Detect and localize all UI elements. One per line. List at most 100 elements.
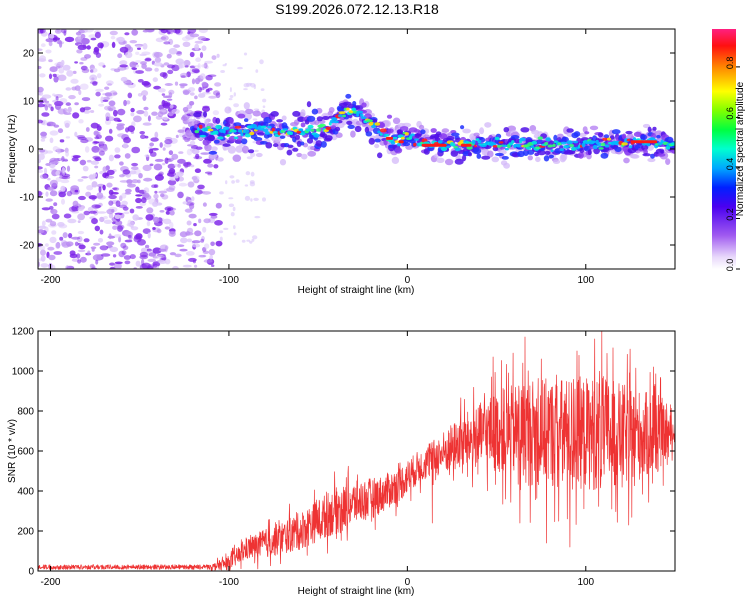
- noise-blob: [108, 154, 114, 162]
- noise-blob: [91, 218, 98, 225]
- band-peak: [519, 137, 526, 142]
- noise-blob: [241, 239, 246, 243]
- band-core: [383, 139, 388, 146]
- band-core: [657, 153, 666, 157]
- noise-blob: [119, 60, 128, 66]
- noise-blob: [86, 159, 92, 163]
- band-halo: [582, 126, 588, 133]
- band-peak: [215, 124, 222, 129]
- band-peak: [374, 122, 381, 126]
- noise-blob: [40, 131, 47, 137]
- noise-blob: [49, 221, 57, 227]
- band-halo: [184, 137, 190, 143]
- noise-blob: [175, 58, 184, 65]
- noise-blob: [77, 220, 81, 224]
- noise-blob: [153, 51, 163, 58]
- noise-blob: [197, 63, 201, 70]
- x-tick-label: 100: [577, 275, 594, 286]
- noise-blob: [90, 69, 94, 73]
- noise-blob: [122, 169, 131, 175]
- noise-blob: [162, 95, 171, 99]
- band-peak: [525, 146, 532, 150]
- band-halo: [527, 155, 533, 161]
- band-core: [454, 158, 464, 165]
- noise-blob: [153, 216, 160, 223]
- y-tick-label: 10: [23, 97, 35, 108]
- band-core: [213, 139, 220, 144]
- noise-blob: [137, 79, 144, 83]
- noise-blob: [70, 78, 79, 84]
- noise-blob: [71, 157, 79, 162]
- noise-blob: [235, 179, 240, 183]
- noise-blob: [116, 124, 125, 131]
- noise-blob: [121, 192, 127, 199]
- noise-blob: [66, 165, 71, 172]
- noise-blob: [179, 248, 188, 252]
- band-peak: [267, 125, 272, 129]
- noise-blob: [146, 207, 154, 214]
- noise-blob: [57, 108, 66, 115]
- noise-blob: [55, 170, 60, 176]
- band-halo: [314, 119, 320, 126]
- band-peak: [598, 147, 604, 150]
- band-peak: [269, 130, 274, 134]
- noise-blob: [127, 183, 136, 188]
- noise-blob: [252, 235, 258, 240]
- noise-blob: [89, 173, 93, 181]
- noise-blob: [194, 43, 200, 51]
- noise-blob: [106, 208, 114, 215]
- x-tick-label: -200: [40, 275, 60, 286]
- band-core: [580, 137, 589, 142]
- noise-blob: [55, 177, 62, 182]
- noise-blob: [250, 152, 256, 157]
- noise-blob: [167, 69, 174, 75]
- noise-blob: [167, 163, 176, 169]
- noise-blob: [134, 60, 142, 63]
- noise-blob: [78, 244, 86, 250]
- noise-blob: [60, 29, 67, 34]
- noise-blob: [160, 193, 165, 198]
- noise-blob: [153, 184, 159, 188]
- band-core: [650, 153, 655, 159]
- noise-blob: [216, 53, 220, 58]
- noise-blob: [78, 89, 82, 96]
- noise-blob: [98, 145, 108, 152]
- noise-blob: [108, 233, 112, 240]
- noise-blob: [114, 220, 123, 226]
- noise-blob: [47, 177, 51, 181]
- band-peak: [356, 110, 364, 114]
- band-core: [462, 154, 467, 162]
- noise-blob: [219, 236, 223, 242]
- band-core: [374, 138, 381, 143]
- band-peak: [492, 145, 498, 148]
- noise-blob: [125, 51, 133, 59]
- noise-blob: [219, 191, 224, 195]
- noise-blob: [130, 112, 135, 117]
- noise-blob: [77, 249, 86, 253]
- noise-blob: [172, 265, 179, 269]
- noise-blob: [42, 119, 47, 126]
- noise-blob: [90, 122, 99, 129]
- band-peak: [260, 125, 267, 129]
- noise-blob: [83, 109, 91, 114]
- noise-blob: [98, 62, 105, 67]
- noise-blob: [187, 31, 191, 35]
- noise-blob: [49, 130, 59, 136]
- noise-blob: [90, 160, 100, 165]
- y-tick-label: 1000: [12, 367, 35, 378]
- noise-blob: [167, 179, 177, 186]
- band-core: [472, 147, 482, 155]
- noise-blob: [85, 68, 90, 72]
- noise-blob: [127, 235, 132, 239]
- noise-blob: [143, 192, 150, 198]
- band-peak: [600, 142, 606, 147]
- noise-blob: [108, 100, 116, 107]
- band-peak: [413, 142, 417, 147]
- band-peak: [570, 146, 577, 151]
- band-hotspot: [421, 143, 447, 147]
- noise-blob: [115, 37, 120, 43]
- noise-blob: [88, 195, 98, 200]
- noise-blob: [121, 200, 128, 206]
- band-core: [520, 127, 530, 133]
- noise-blob: [119, 46, 129, 53]
